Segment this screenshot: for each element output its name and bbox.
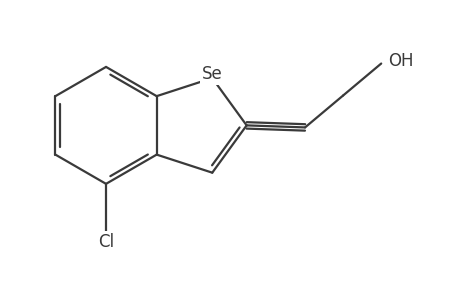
Text: Se: Se — [202, 65, 222, 83]
Text: OH: OH — [387, 52, 413, 70]
Text: Cl: Cl — [98, 233, 114, 251]
